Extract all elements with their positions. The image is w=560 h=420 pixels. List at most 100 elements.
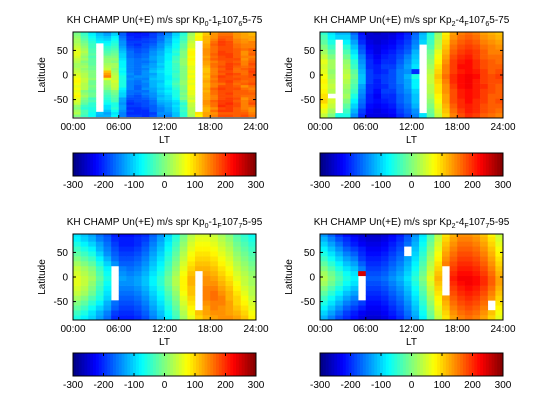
heatmap-cell — [449, 265, 458, 272]
heatmap-cell — [187, 234, 196, 237]
heatmap-cell — [381, 88, 389, 94]
heatmap-cell — [179, 89, 188, 93]
colorbar-segment — [360, 153, 364, 176]
heatmap-cell — [118, 109, 127, 113]
heatmap-cell — [388, 300, 397, 306]
heatmap-cell — [73, 47, 81, 51]
heatmap-cell — [103, 55, 112, 59]
heatmap-cell — [381, 265, 389, 272]
heatmap-cell — [73, 109, 81, 113]
heatmap-cell — [179, 305, 188, 311]
heatmap-cell — [141, 70, 150, 73]
heatmap-cell — [358, 246, 367, 252]
heatmap-cell — [350, 39, 359, 45]
title-segment: 0 — [205, 223, 209, 230]
heatmap-cell — [217, 35, 226, 39]
heatmap-cell — [179, 114, 188, 118]
heatmap-cell — [172, 77, 181, 81]
colorbar-segment — [488, 353, 492, 376]
heatmap-cell — [320, 256, 328, 262]
heatmap-cell — [457, 39, 466, 45]
heatmap-cell — [88, 99, 97, 103]
heatmap-cell — [373, 285, 382, 291]
heatmap-cell — [103, 300, 112, 306]
heatmap-cell — [225, 38, 234, 41]
heatmap-cell — [73, 99, 81, 103]
heatmap-cell — [156, 40, 165, 44]
colorbar-segment — [204, 153, 208, 176]
colorbar-segment — [78, 153, 82, 176]
heatmap-cell — [233, 305, 242, 311]
heatmap-cell — [358, 93, 367, 99]
y-tick-label: 50 — [57, 46, 69, 57]
heatmap-cell — [202, 99, 211, 103]
heatmap-cell — [233, 65, 242, 68]
colorbar-segment — [153, 353, 157, 376]
heatmap-cell — [487, 108, 496, 114]
heatmap-cell — [248, 270, 257, 277]
heatmap-cell — [141, 67, 150, 71]
heatmap-cell — [103, 104, 112, 108]
heatmap-cell — [80, 236, 89, 242]
heatmap-cell — [396, 310, 405, 316]
heatmap-cell — [149, 251, 158, 257]
heatmap-cell — [388, 88, 397, 94]
heatmap-cell — [195, 32, 203, 34]
heatmap-cell — [149, 33, 158, 36]
heatmap-cell — [217, 270, 226, 277]
heatmap-cell — [164, 300, 173, 306]
heatmap-cell — [472, 103, 481, 109]
heatmap-cell — [480, 241, 489, 247]
heatmap-cell — [472, 300, 481, 306]
heatmap-cell — [210, 47, 219, 51]
heatmap-cell — [396, 251, 405, 257]
heatmap-cell — [73, 55, 81, 59]
heatmap-cell — [172, 234, 181, 237]
colorbar-segment — [173, 353, 177, 376]
heatmap-cell — [134, 315, 142, 321]
heatmap-cell — [434, 246, 443, 252]
heatmap-cell — [248, 77, 257, 81]
colorbar-segment — [471, 153, 475, 176]
heatmap-cell — [118, 280, 127, 286]
heatmap-cell — [195, 33, 203, 36]
heatmap-cell — [172, 310, 181, 316]
heatmap-cell — [126, 300, 135, 306]
heatmap-cell — [225, 114, 234, 118]
colorbar-segment — [385, 153, 390, 176]
heatmap-cell — [480, 280, 489, 286]
heatmap-cell — [342, 256, 351, 262]
heatmap-cell — [126, 106, 135, 110]
heatmap-cell — [95, 290, 104, 296]
heatmap-cell — [472, 270, 481, 277]
heatmap-cell — [233, 102, 242, 105]
colorbar-segment — [173, 153, 177, 176]
heatmap-cell — [233, 251, 242, 257]
colorbar-segment — [141, 153, 145, 176]
heatmap-cell — [335, 300, 344, 306]
colorbar-tick-label: 0 — [409, 180, 415, 191]
heatmap-cell — [134, 109, 142, 113]
heatmap-cell — [164, 84, 173, 88]
heatmap-cell — [464, 83, 473, 89]
heatmap-cell — [149, 111, 158, 115]
colorbar-segment — [371, 153, 375, 176]
y-tick-label: -50 — [301, 297, 316, 308]
heatmap-cell — [320, 113, 328, 119]
heatmap-cell — [149, 89, 158, 93]
heatmap-cell — [80, 79, 89, 83]
heatmap-cell — [373, 63, 382, 70]
heatmap-cell — [335, 315, 344, 321]
heatmap-cell — [141, 47, 150, 51]
heatmap-cell — [381, 315, 389, 321]
heatmap-cell — [487, 103, 496, 109]
heatmap-cell — [80, 261, 89, 267]
title-segment: 107 — [222, 217, 239, 228]
heatmap-cell — [426, 98, 435, 104]
heatmap-cell — [80, 94, 89, 98]
colorbar-segment — [210, 153, 214, 176]
colorbar-tick-label: 0 — [162, 180, 168, 191]
heatmap-cell — [80, 62, 89, 66]
heatmap-cell — [495, 270, 504, 277]
heatmap-cell — [202, 234, 211, 237]
